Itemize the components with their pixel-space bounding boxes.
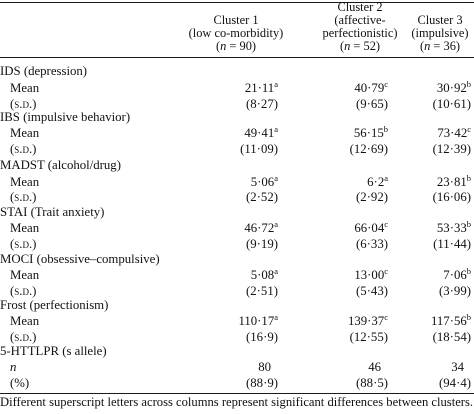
sd-value: (11·09) bbox=[240, 142, 278, 156]
sd-value: (18·54) bbox=[432, 330, 471, 344]
mean-value: 40·79c bbox=[354, 79, 388, 95]
mean-value: 13·00c bbox=[354, 266, 388, 282]
mean-label: Mean bbox=[10, 268, 40, 282]
n-value: 80 bbox=[258, 360, 271, 374]
sd-value: (16·06) bbox=[432, 190, 471, 204]
cluster3-header: Cluster 3 (impulsive) (n = 36) bbox=[405, 14, 474, 53]
sd-value: (2·51) bbox=[246, 284, 278, 298]
cluster1-subtitle: (low co-morbidity) bbox=[188, 26, 284, 40]
mean-value: 66·04c bbox=[354, 219, 388, 235]
pct-value: (88·5) bbox=[356, 376, 388, 390]
n-value: 34 bbox=[451, 360, 464, 374]
pct-value: (88·9) bbox=[246, 376, 278, 390]
n-value: 46 bbox=[368, 360, 381, 374]
mean-label: Mean bbox=[10, 314, 40, 328]
mean-value: 46·72a bbox=[244, 219, 278, 235]
cluster2-title: Cluster 2 bbox=[337, 0, 383, 14]
sd-value: (6·33) bbox=[356, 237, 388, 251]
header-rule bbox=[0, 57, 474, 58]
mean-value: 49·41a bbox=[244, 124, 278, 140]
sd-value: (3·99) bbox=[439, 284, 471, 298]
mean-label: Mean bbox=[10, 175, 40, 189]
section-title: 5-HTTLPR (s allele) bbox=[0, 344, 107, 358]
sd-value: (12·55) bbox=[349, 330, 388, 344]
sd-value: (9·19) bbox=[246, 237, 278, 251]
section-title: MOCI (obsessive–compulsive) bbox=[0, 252, 160, 266]
mean-value: 139·37c bbox=[347, 312, 388, 328]
mean-value: 73·42c bbox=[437, 124, 471, 140]
mean-value: 23·81b bbox=[436, 173, 471, 189]
mean-value: 56·15b bbox=[353, 124, 388, 140]
sd-value: (10·61) bbox=[432, 97, 471, 111]
section-title: IBS (impulsive behavior) bbox=[0, 110, 131, 124]
pct-label: (%) bbox=[10, 376, 30, 390]
sd-label: (s.d.) bbox=[10, 237, 37, 251]
mean-value: 117·56b bbox=[430, 312, 471, 328]
sd-value: (9·65) bbox=[356, 97, 388, 111]
sd-label: (s.d.) bbox=[10, 97, 37, 111]
cluster3-subtitle: (impulsive) bbox=[411, 26, 469, 40]
section-title: IDS (depression) bbox=[0, 64, 88, 78]
mean-label: Mean bbox=[10, 221, 40, 235]
cluster3-n: (n = 36) bbox=[419, 39, 461, 53]
mean-value: 7·06b bbox=[443, 266, 471, 282]
sd-label: (s.d.) bbox=[10, 190, 37, 204]
top-rule bbox=[0, 2, 474, 3]
sd-value: (5·43) bbox=[356, 284, 388, 298]
mean-label: Mean bbox=[10, 81, 40, 95]
cluster1-title: Cluster 1 bbox=[213, 13, 259, 27]
sd-label: (s.d.) bbox=[10, 142, 37, 156]
sd-value: (2·92) bbox=[356, 190, 388, 204]
sd-value: (16·9) bbox=[246, 330, 278, 344]
sd-label: (s.d.) bbox=[10, 284, 37, 298]
mean-label: Mean bbox=[10, 126, 40, 140]
cluster2-n: (n = 52) bbox=[339, 39, 381, 53]
mean-value: 5·06a bbox=[250, 173, 278, 189]
mean-value: 30·92b bbox=[436, 79, 471, 95]
sd-value: (2·52) bbox=[246, 190, 278, 204]
cluster2-subtitle-line2: perfectionistic) bbox=[322, 26, 398, 40]
cluster2-subtitle-line1: (affective- bbox=[334, 13, 386, 27]
sd-value: (12·69) bbox=[349, 142, 388, 156]
mean-value: 110·17a bbox=[238, 312, 278, 328]
mean-value: 6·2a bbox=[367, 173, 388, 189]
sd-value: (12·39) bbox=[432, 142, 471, 156]
mean-value: 53·33b bbox=[436, 219, 471, 235]
n-label: n bbox=[10, 360, 17, 374]
pct-value: (94·4) bbox=[439, 376, 471, 390]
sd-value: (11·44) bbox=[433, 237, 471, 251]
section-title: Frost (perfectionism) bbox=[0, 298, 109, 312]
mean-value: 21·11a bbox=[244, 79, 278, 95]
bottom-rule bbox=[0, 393, 474, 394]
cluster1-n: (n = 90) bbox=[215, 39, 257, 53]
section-title: MADST (alcohol/drug) bbox=[0, 158, 121, 172]
sd-value: (8·27) bbox=[246, 97, 278, 111]
table-footnote: Different superscript letters across col… bbox=[0, 395, 474, 409]
cluster3-title: Cluster 3 bbox=[417, 13, 463, 27]
section-title: STAI (Trait anxiety) bbox=[0, 205, 105, 219]
mean-value: 5·08a bbox=[250, 266, 278, 282]
cluster2-header: Cluster 2 (affective- perfectionistic) (… bbox=[310, 1, 410, 53]
sd-label: (s.d.) bbox=[10, 330, 37, 344]
cluster1-header: Cluster 1 (low co-morbidity) (n = 90) bbox=[176, 14, 296, 53]
